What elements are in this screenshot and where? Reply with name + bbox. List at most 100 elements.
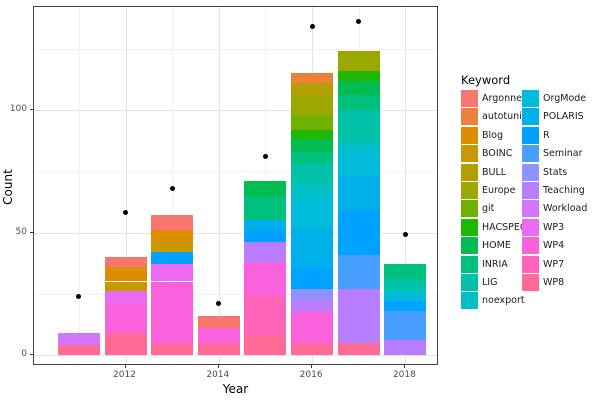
legend-label: git xyxy=(482,203,495,215)
legend-swatch-HOME xyxy=(461,237,478,255)
gridline-minor-y xyxy=(34,171,437,173)
legend-item: noexport xyxy=(461,292,551,310)
x-axis-title: Year xyxy=(222,382,249,396)
bar-segment-WP4 xyxy=(104,303,147,333)
y-tick-label: 50 xyxy=(15,226,27,237)
legend-label: Europe xyxy=(482,185,516,196)
y-axis-tick xyxy=(30,231,33,233)
legend-item: R xyxy=(522,126,600,144)
bar-segment-Seminar xyxy=(384,310,427,341)
legend-label: Blog xyxy=(482,129,503,141)
legend-item: Argonne xyxy=(461,90,551,107)
bar-segment-HOME xyxy=(337,80,380,96)
legend-item: BULL xyxy=(461,163,551,181)
legend-item: WP4 xyxy=(522,237,600,255)
bar-segment-Teaching xyxy=(337,288,380,343)
bar-segment-POLARIS xyxy=(337,176,380,211)
gridline-major-x xyxy=(125,7,127,364)
legend-item: BOINC xyxy=(461,145,551,163)
bar-segment-WP8 xyxy=(291,342,334,355)
legend-item: HOME xyxy=(461,237,551,255)
gridline-major-x xyxy=(405,7,407,364)
legend-item: Blog xyxy=(461,126,551,144)
x-axis-tick xyxy=(217,365,219,368)
legend-swatch-Workload xyxy=(522,200,539,218)
bar-segment-BOINC xyxy=(151,242,194,253)
bar-segment-Teaching xyxy=(384,340,427,355)
legend-swatch-OrgMode xyxy=(522,90,539,107)
x-tick-label: 2018 xyxy=(392,370,416,380)
legend-swatch-autotuning xyxy=(461,108,478,126)
bar-segment-noexport xyxy=(291,185,334,199)
legend-item: WP8 xyxy=(522,274,600,291)
count-dot xyxy=(262,154,268,160)
legend-label: OrgMode xyxy=(543,93,587,104)
bar-segment-WP8 xyxy=(244,335,287,355)
legend-swatch-git xyxy=(461,200,478,218)
bar-segment-WP8 xyxy=(337,342,380,355)
legend-item: HACSPECIS xyxy=(461,218,551,236)
bar-segment-HOME xyxy=(291,139,334,152)
legend-swatch-HACSPECIS xyxy=(461,218,478,236)
legend-label: noexport xyxy=(482,295,525,307)
gridline-minor-x xyxy=(172,7,174,364)
legend-item: Seminar xyxy=(522,145,600,163)
bar-segment-BOINC xyxy=(104,281,147,292)
x-tick-label: 2012 xyxy=(113,370,136,380)
y-axis-tick xyxy=(30,109,33,110)
bar-segment-OrgMode xyxy=(384,291,427,302)
legend-item: WP3 xyxy=(522,218,600,236)
bar-segment-Europe xyxy=(337,51,380,71)
bar-segment-Seminar xyxy=(337,254,380,289)
legend-label: POLARIS xyxy=(543,111,584,123)
legend-label: WP7 xyxy=(543,258,565,270)
bar-segment-WP4 xyxy=(244,261,287,297)
legend-swatch-Blog xyxy=(461,126,478,144)
bar-segment-WP4 xyxy=(291,310,334,343)
legend-label: Argonne xyxy=(482,93,522,104)
legend-swatch-WP7 xyxy=(522,255,539,273)
bar-segment-WP8 xyxy=(151,342,194,355)
legend-label: WP3 xyxy=(543,221,565,233)
legend-item: WP7 xyxy=(522,255,600,273)
bar-segment-INRIA xyxy=(337,95,380,110)
legend-label: autotuning xyxy=(482,111,534,123)
bar-segment-WP4 xyxy=(151,281,194,343)
bar-segment-Teaching xyxy=(244,242,287,262)
legend-label: BULL xyxy=(482,166,507,178)
bar-segment-WP8 xyxy=(104,332,147,355)
bar-segment-WP8 xyxy=(197,342,240,355)
bar-segment-HACSPECIS xyxy=(337,70,380,81)
count-dot xyxy=(309,24,315,30)
legend-label: Workload xyxy=(543,203,588,215)
bar-segment-WP3 xyxy=(104,291,147,304)
bar-segment-POLARIS xyxy=(244,220,287,231)
bar-segment-WP8 xyxy=(57,345,100,355)
gridline-minor-y xyxy=(34,293,437,295)
count-dot xyxy=(216,301,222,307)
legend-item: Workload xyxy=(522,200,600,218)
legend-swatch-LIG xyxy=(461,274,478,291)
bar-segment-Argonne xyxy=(104,257,147,267)
legend-swatch-BOINC xyxy=(461,145,478,163)
bar-segment-POLARIS xyxy=(291,227,334,267)
bar-segment-Argonne xyxy=(151,215,194,231)
bar-segment-WP7 xyxy=(244,296,287,336)
bar-segment-BULL xyxy=(291,83,334,96)
legend-label: LIG xyxy=(482,277,498,288)
bar-segment-Stats xyxy=(291,288,334,299)
legend-label: WP4 xyxy=(543,240,565,252)
legend-swatch-POLARIS xyxy=(522,108,539,126)
gridline-major-y xyxy=(34,232,437,234)
legend-item: OrgMode xyxy=(522,90,600,107)
bar-segment-LIG xyxy=(291,163,334,186)
legend-item: git xyxy=(461,200,551,218)
count-dot xyxy=(123,210,128,216)
count-dot xyxy=(402,232,408,238)
x-axis-tick xyxy=(404,365,406,368)
bar-segment-Blog xyxy=(104,266,147,282)
count-dot xyxy=(169,185,175,191)
bar-segment-INRIA xyxy=(291,151,334,164)
bar-segment-R xyxy=(384,301,427,311)
